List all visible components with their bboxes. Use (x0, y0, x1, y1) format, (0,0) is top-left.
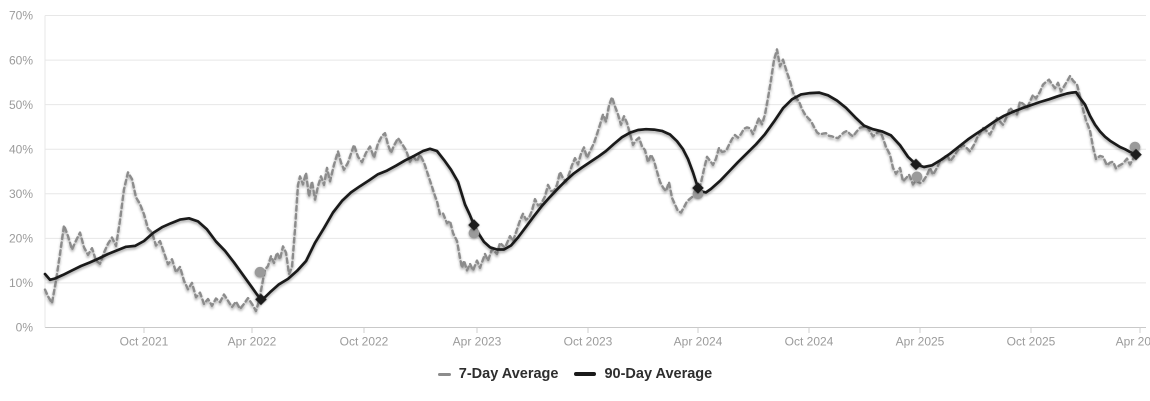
x-axis-tick-label: Oct 2024 (785, 335, 834, 349)
y-axis-tick-label: 60% (9, 53, 33, 67)
marker-diamond-apr-2024[interactable] (692, 182, 704, 194)
y-axis-tick-label: 0% (16, 321, 34, 335)
marker-diamond-apr-2023[interactable] (468, 219, 480, 231)
dashed-line-swatch-icon (437, 372, 451, 376)
marker-circle-apr-2025[interactable] (911, 171, 923, 183)
y-axis-tick-label: 40% (9, 142, 33, 156)
y-axis-tick-label: 10% (9, 276, 33, 290)
legend-label-90-day-average: 90-Day Average (604, 366, 713, 382)
legend-label-7-day-average: 7-Day Average (458, 366, 559, 382)
legend-item-7-day-average[interactable]: 7-Day Average (437, 366, 559, 382)
series-7-day-average-line[interactable] (43, 48, 1140, 313)
series-90-day-average-line[interactable] (43, 90, 1138, 301)
marker-circle-apr-2022[interactable] (254, 266, 266, 278)
x-axis-tick-label: Oct 2022 (340, 335, 389, 349)
marker-circle-apr-2026[interactable] (1129, 141, 1141, 153)
y-axis-tick-label: 70% (9, 9, 33, 23)
marker-diamond-apr-2022[interactable] (255, 293, 267, 306)
solid-line-swatch-icon (574, 372, 597, 376)
marker-circle-apr-2023[interactable] (468, 227, 480, 239)
x-axis-tick-label: Apr 2022 (228, 335, 277, 349)
y-axis-tick-label: 30% (9, 187, 33, 201)
x-axis-tick-label: Apr 2023 (453, 335, 502, 349)
y-axis-tick-label: 50% (9, 98, 33, 112)
y-axis-tick-label: 20% (9, 232, 33, 246)
marker-circle-apr-2024[interactable] (692, 188, 704, 200)
chart-plot-area[interactable]: 0% 10% 20% 30% 40% 50% 60% 70% Oct 2021 Apr 2022 O… (0, 0, 1150, 358)
x-axis-tick-label: Apr 2025 (896, 335, 945, 349)
x-axis-tick-label: Oct 2025 (1007, 335, 1056, 349)
x-axis-tick-label: Apr 2026 (1116, 335, 1150, 349)
x-axis-tick-label: Oct 2023 (564, 335, 613, 349)
legend-item-90-day-average[interactable]: 90-Day Average (574, 366, 712, 382)
chart-legend: 7-Day Average 90-Day Average (0, 359, 1150, 389)
x-axis-tick-label: Oct 2021 (120, 335, 169, 349)
x-axis-tick-label: Apr 2024 (674, 335, 723, 349)
